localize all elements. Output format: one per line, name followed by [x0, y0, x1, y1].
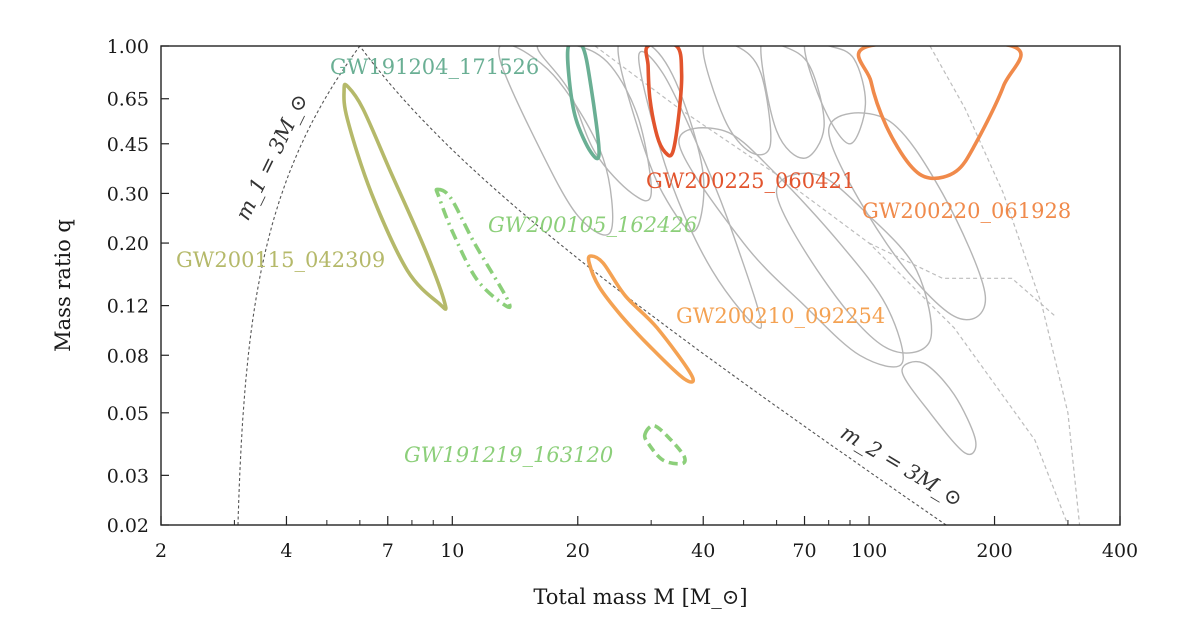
background-contour — [498, 46, 614, 236]
y-tick-label: 0.12 — [107, 296, 149, 318]
y-tick-label: 0.20 — [107, 233, 149, 255]
background-contour — [775, 172, 933, 354]
event-label-gw200105-162426: GW200105_162426 — [488, 213, 697, 237]
bound-m2-line — [237, 46, 361, 525]
x-tick-label: 10 — [440, 540, 464, 562]
event-contour-gw200210-092254 — [586, 254, 696, 384]
x-tick-label: 4 — [280, 540, 292, 562]
event-contour-gw200105-162426 — [434, 187, 512, 310]
background-contour — [901, 361, 977, 456]
bound-lines — [237, 46, 947, 525]
background-dashed-contour — [594, 46, 1069, 525]
y-tick-label: 0.08 — [107, 345, 149, 367]
event-contours — [342, 46, 1023, 466]
x-tick-label: 20 — [566, 540, 590, 562]
event-label-gw191204-171526: GW191204_171526 — [330, 55, 539, 79]
event-contour-gw191219-163120 — [642, 423, 687, 466]
plot-frame — [160, 45, 1121, 526]
background-contour — [536, 46, 652, 202]
bound-m1-label: m_1 = 3M_⊙ — [231, 90, 313, 224]
x-tick-label: 100 — [851, 540, 887, 562]
y-tick-label: 0.03 — [107, 465, 149, 487]
background-dashed-contour — [868, 242, 1056, 317]
annotation-labels: GW191204_171526 GW200115_042309 GW200105_1… — [176, 55, 1071, 512]
bound-m1-line — [359, 46, 947, 525]
x-tick-label: 2 — [155, 540, 167, 562]
background-contour — [803, 46, 867, 145]
event-label-gw191219-163120: GW191219_163120 — [404, 443, 613, 467]
event-contour-gw200115-042309 — [342, 82, 448, 311]
event-label-gw200210-092254: GW200210_092254 — [676, 304, 885, 328]
y-tick-label: 0.65 — [107, 89, 149, 111]
x-axis-title: Total mass M [M_⊙] — [533, 585, 747, 609]
y-tick-label: 0.05 — [107, 403, 149, 425]
y-tick-label: 0.02 — [107, 515, 149, 537]
x-tick-label: 400 — [1102, 540, 1138, 562]
event-label-gw200220-061928: GW200220_061928 — [862, 199, 1071, 223]
y-axis-title: Mass ratio q — [51, 219, 75, 352]
x-tick-label: 70 — [792, 540, 816, 562]
background-contour — [617, 46, 705, 233]
background-contours — [498, 46, 1081, 525]
event-label-gw200225-060421: GW200225_060421 — [646, 169, 855, 193]
event-contour-gw191204-171526 — [565, 46, 601, 161]
axis-ticks: 2 4 7 10 20 40 70 100 200 400 0.02 0.03 0.05 0.08 0.12… — [51, 36, 1138, 609]
x-tick-label: 200 — [976, 540, 1012, 562]
y-tick-label: 1.00 — [107, 36, 149, 58]
event-contour-gw200225-060421 — [644, 46, 684, 158]
background-contour — [827, 112, 987, 321]
background-dashed-contour — [929, 46, 1081, 525]
axes-frame — [160, 45, 1121, 526]
y-tick-label: 0.30 — [107, 183, 149, 205]
background-contour — [637, 50, 763, 329]
y-tick-label: 0.45 — [107, 134, 149, 156]
background-contour — [678, 127, 904, 368]
x-tick-label: 7 — [382, 540, 394, 562]
event-label-gw200115-042309: GW200115_042309 — [176, 248, 385, 272]
x-tick-label: 40 — [691, 540, 715, 562]
event-contour-gw200220-061928 — [856, 46, 1023, 181]
